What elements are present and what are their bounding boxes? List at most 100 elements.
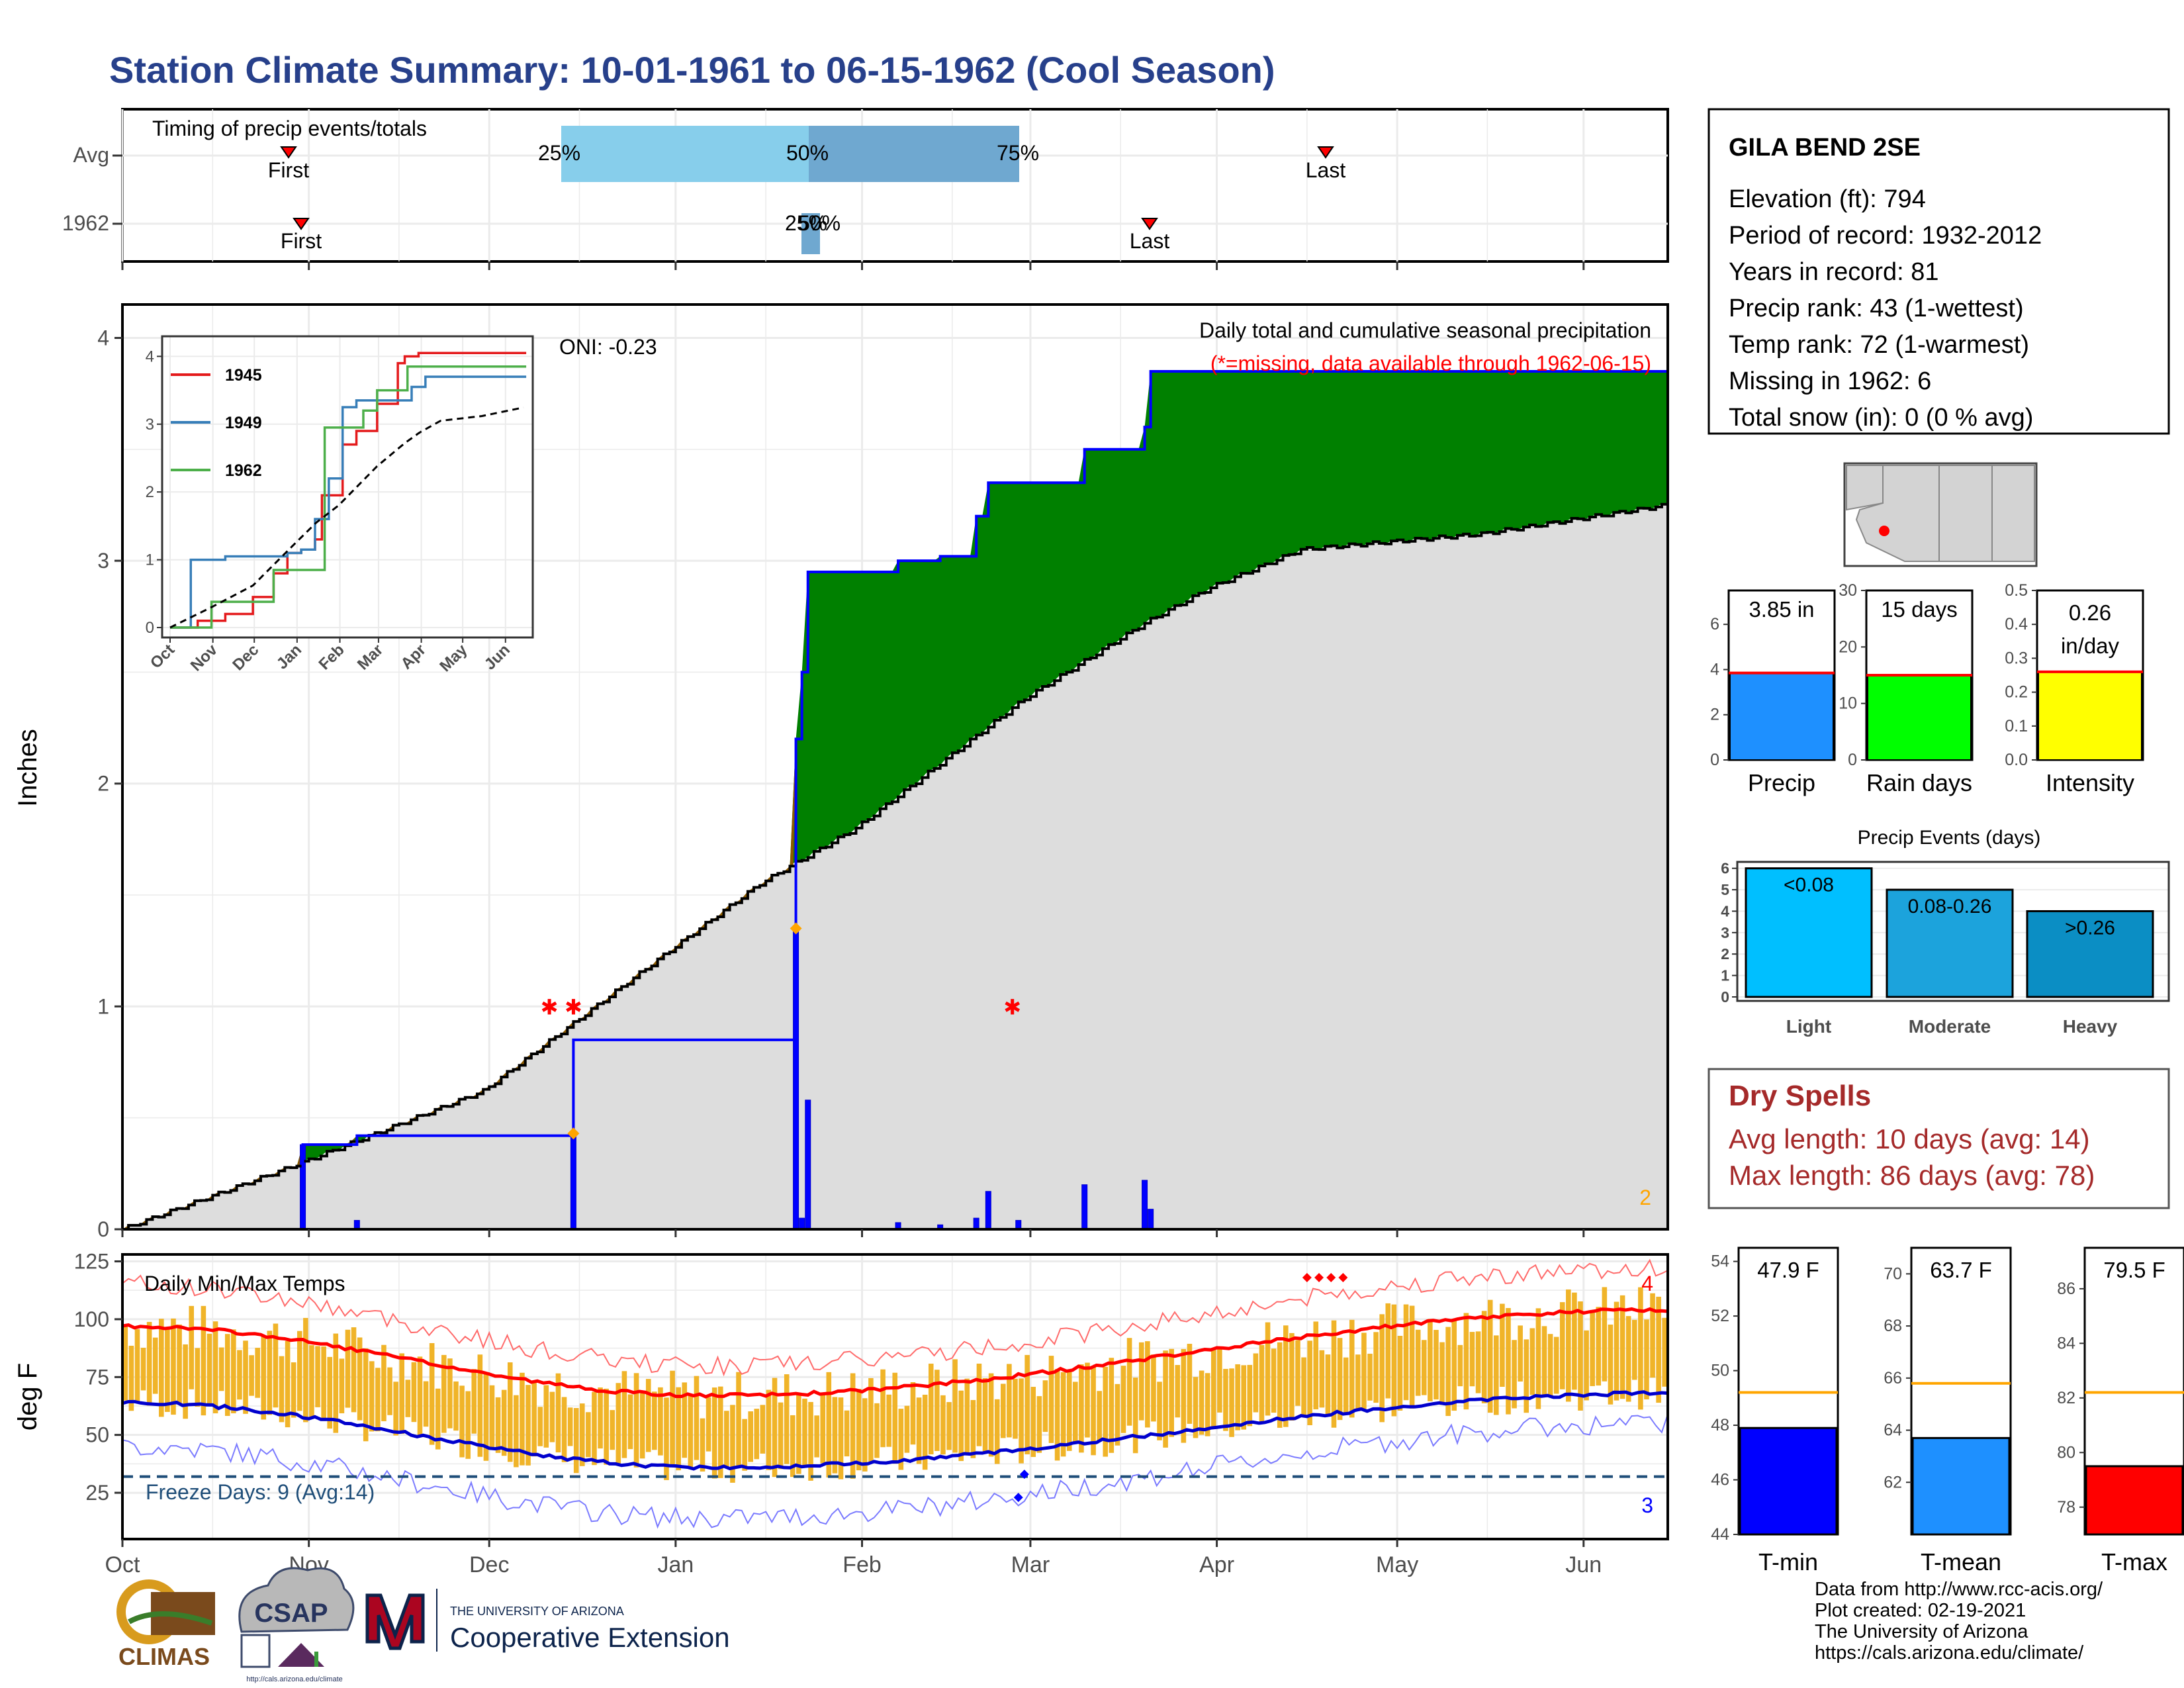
daily-temp-bar [1091,1366,1096,1456]
timing-row-avg: Avg [73,143,109,167]
daily-temp-bar [904,1405,910,1453]
daily-precip-bar [805,1100,811,1230]
temp-panel-label: Daily Min/Max Temps [144,1272,345,1295]
daily-temp-bar [1397,1335,1403,1411]
daily-temp-bar [1662,1317,1667,1387]
daily-temp-bar [1271,1348,1277,1413]
daily-temp-bar [964,1378,970,1453]
record-high-marker [1326,1272,1336,1282]
daily-temp-bar [1085,1362,1090,1438]
daily-temp-bar [1535,1308,1541,1409]
station-elevation: Elevation (ft): 794 [1729,185,1926,213]
daily-temp-bar [802,1398,807,1466]
daily-temp-bar [1487,1299,1493,1413]
daily-temp-bar [315,1346,320,1407]
daily-temp-bar [1235,1364,1240,1430]
daily-temp-bar [567,1407,573,1446]
temp-summary-tick-label: 68 [1884,1317,1902,1335]
temp-summary-tick-label: 48 [1711,1416,1729,1434]
daily-temp-bar [700,1418,705,1472]
daily-temp-bar [760,1405,766,1454]
daily-temp-bar [784,1374,790,1464]
dry-spells-title: Dry Spells [1729,1080,1871,1112]
daily-temp-bar [1494,1335,1499,1415]
daily-temp-bar [152,1337,158,1394]
daily-temp-bar [471,1369,477,1434]
daily-temp-bar [1205,1373,1210,1436]
daily-temp-bar [543,1385,549,1448]
daily-temp-bar [387,1367,392,1415]
daily-temp-bar [928,1364,934,1455]
missing-data-marker: ✱ [1003,995,1021,1019]
month-tick-label: Apr [1199,1552,1234,1577]
precip-y-tick-label: 0 [97,1217,109,1241]
daily-temp-bar [1132,1378,1138,1454]
daily-temp-bar [1625,1316,1631,1402]
daily-temp-bar [874,1403,880,1458]
daily-temp-bar [507,1362,513,1462]
mini-bar-value: 15 days [1881,597,1958,622]
inset-line-1949 [170,375,527,629]
daily-temp-bar [1391,1304,1397,1417]
daily-temp-bar [573,1408,579,1474]
daily-precip-bar [1015,1220,1022,1230]
daily-temp-bar [730,1405,735,1483]
station-location-marker [1879,526,1889,536]
temperature-summary-bars: 47.9 F 44 46 48 50 52 54 T-min 63.7 F 62 64 66 68 70 T… [1711,1246,2184,1575]
precip-event-range-label: >0.26 [2065,917,2115,939]
temp-summary-value: 47.9 F [1757,1258,1819,1282]
month-tick-label: Jan [657,1552,694,1577]
daily-temp-bar [514,1395,519,1468]
temp-summary-tick-label: 52 [1711,1307,1729,1325]
inset-y-tick-label: 4 [146,348,154,365]
daily-temp-bar [850,1373,856,1479]
y1962-first-label: First [281,229,322,253]
temp-summary-value: 79.5 F [2103,1258,2165,1282]
precip-event-tick-label: 3 [1721,924,1729,941]
temp-count-bottom: 3 [1641,1493,1653,1517]
daily-temp-bar [621,1371,627,1458]
daily-temp-bar [1619,1295,1625,1399]
daily-temp-bar [357,1337,363,1421]
record-low-marker [1019,1470,1029,1479]
station-info-box: GILA BEND 2SE Elevation (ft): 794 Period… [1707,108,2170,435]
daily-temp-bar [1307,1340,1312,1426]
daily-temp-bar [1524,1339,1529,1413]
daily-temp-bar [1650,1293,1655,1378]
temp-summary-label: T-max [2101,1548,2167,1575]
precip-event-bar-moderate [1886,888,2014,998]
daily-temp-bar [201,1305,206,1416]
daily-temp-bar [309,1345,314,1418]
mini-bar-tick-label: 30 [1839,581,1857,600]
daily-temp-bar [1457,1344,1463,1387]
daily-temp-bar [195,1348,201,1407]
daily-temp-bar [1415,1329,1421,1396]
daily-temp-bar [171,1318,176,1415]
inset-y-tick-label: 3 [146,416,154,434]
precip-y-tick-label: 4 [97,326,109,350]
daily-temp-bar [1337,1338,1343,1421]
daily-precip-bar [353,1220,360,1230]
daily-temp-bar [1566,1289,1571,1402]
daily-temp-bar [1631,1319,1637,1380]
dry-spells-avg: Avg length: 10 days (avg: 14) [1729,1123,2090,1154]
daily-temp-bar [1187,1344,1193,1424]
daily-temp-bar [1066,1370,1072,1451]
daily-temp-bar [122,1327,128,1401]
avg-first-label: First [268,158,309,182]
daily-temp-bar [520,1372,525,1466]
mini-bar-tick-label: 0.0 [2005,751,2028,769]
daily-temp-bar [796,1394,801,1474]
daily-temp-bar [128,1345,134,1411]
daily-temp-bar [1572,1292,1577,1390]
temp-summary-label: T-mean [1921,1548,2001,1575]
daily-temp-bar [934,1370,940,1451]
daily-temp-bar [555,1373,561,1453]
record-high-marker [1302,1272,1312,1282]
daily-temp-bar [1103,1366,1109,1457]
mini-bar-label: Intensity [2046,769,2134,796]
temp-summary-tick-label: 46 [1711,1471,1729,1489]
temp-summary-tick-label: 80 [2057,1443,2075,1462]
mini-bar-value: 3.85 in [1749,597,1814,622]
daily-temp-bar [165,1327,170,1412]
